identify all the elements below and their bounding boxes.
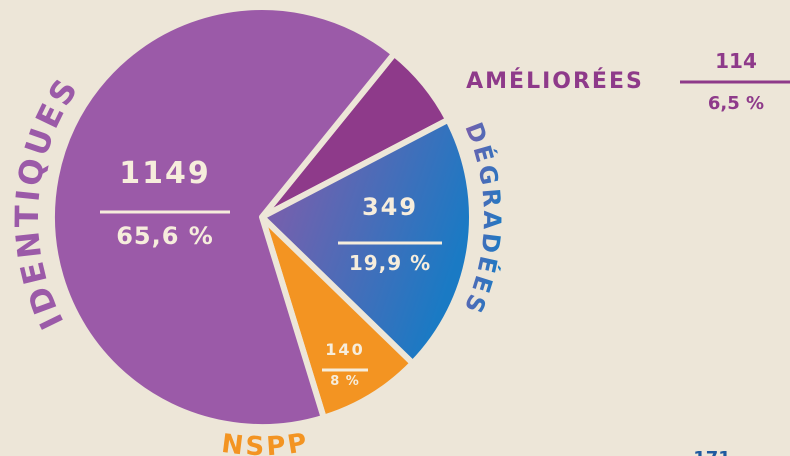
percent-label: 65,6 % xyxy=(116,222,214,250)
value-label: 114 xyxy=(715,49,757,73)
category-label: AMÉLIORÉES xyxy=(466,68,644,94)
category-label: NSPP xyxy=(220,427,312,456)
percent-label: 19,9 % xyxy=(349,251,431,275)
percent-label: 8 % xyxy=(330,374,360,389)
page-number: 171 xyxy=(693,448,731,456)
value-label: 349 xyxy=(362,193,418,221)
value-label: 1149 xyxy=(119,156,211,191)
value-label: 140 xyxy=(325,340,364,359)
percent-label: 6,5 % xyxy=(708,93,764,114)
category-label-path: NSPP xyxy=(220,427,309,456)
pie-slice xyxy=(49,4,398,430)
